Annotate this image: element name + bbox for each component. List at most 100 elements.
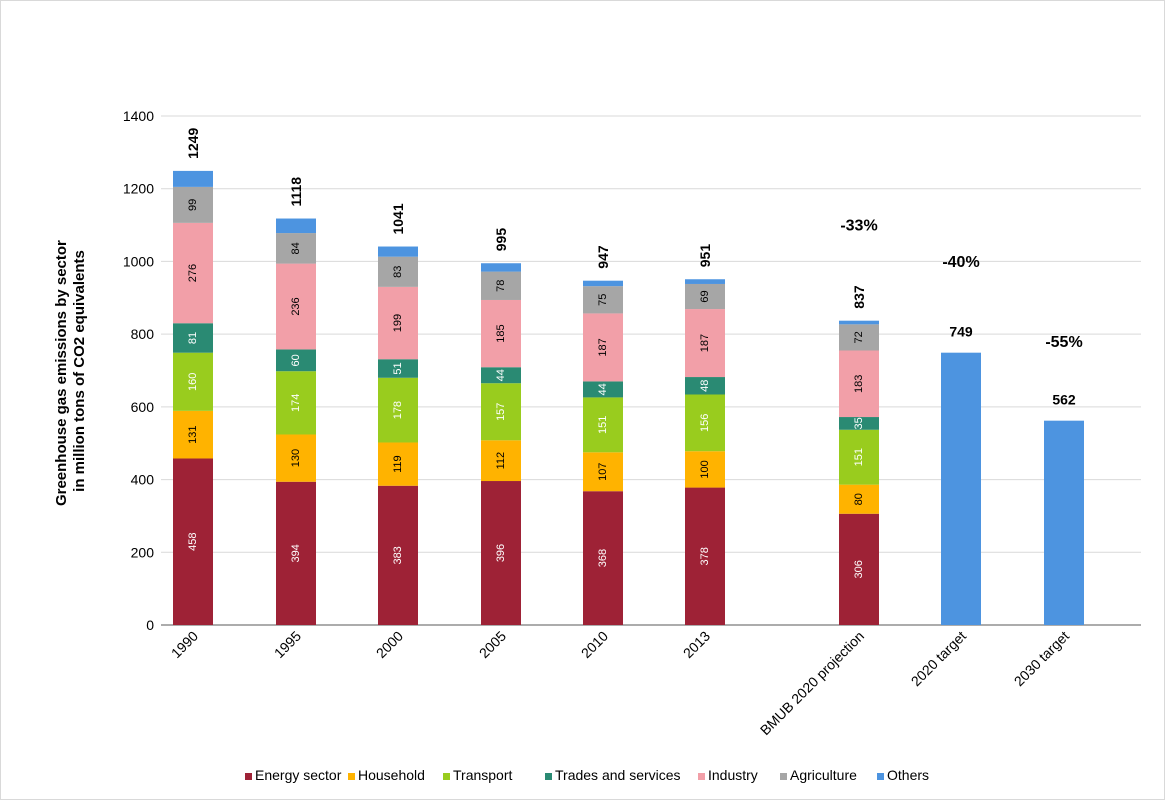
bar-segment [839,324,879,351]
total-label: 1041 [390,203,406,234]
data-label: 44 [597,383,609,395]
legend-swatch [877,773,884,780]
legend-swatch [698,773,705,780]
data-label: 157 [495,403,507,421]
bar-segment [583,280,623,287]
bar-segment [378,246,418,257]
y-axis-label-line-2: in million tons of CO2 equivalents [71,250,88,492]
y-tick-label: 200 [131,544,155,560]
data-label: 396 [495,544,507,562]
x-tick-label: 2020 target [908,628,969,689]
total-label: 1118 [288,177,304,207]
y-axis-ticks: 0 200 400 600 800 1000 1200 1400 [123,108,154,633]
bar-segment [173,186,213,223]
data-label: 368 [597,549,609,567]
data-label: 306 [853,560,865,578]
legend-label: Agriculture [790,767,857,783]
data-label: 236 [290,297,302,315]
percent-annotation: -55% [1045,334,1082,351]
data-label: 156 [699,414,711,432]
bar-segment [276,349,316,372]
y-axis-label-line-1: Greenhouse gas emissions by sector [53,240,70,506]
bar-segment [481,271,521,300]
bar-segment [378,286,418,360]
data-label: 81 [187,332,199,344]
data-label: 130 [290,449,302,467]
legend-label: Household [358,767,425,783]
data-label: 35 [853,417,865,429]
data-label: 72 [853,331,865,343]
x-axis-ticks: 1990 1995 2000 2005 2010 2013 BMUB 2020 projec… [168,628,1072,739]
legend-label: Trades and services [555,767,681,783]
bar-segment [583,452,623,492]
data-label: 187 [597,338,609,356]
data-label: 83 [392,266,404,278]
legend: Energy sector Household Transport Trades an… [245,767,929,783]
bar-segment [276,434,316,482]
bar-segment [685,283,725,310]
data-label: 151 [597,416,609,434]
gridlines [161,115,1141,626]
legend-swatch [780,773,787,780]
total-label: 837 [851,285,867,309]
data-label: 107 [597,463,609,481]
data-label: 178 [392,401,404,419]
data-label: 119 [392,455,404,473]
x-tick-label: 2000 [373,628,406,661]
y-tick-label: 0 [146,617,154,633]
bar-segment [583,397,623,453]
data-label: 75 [597,294,609,306]
bar-segment [839,320,879,325]
bar-segment [276,233,316,264]
legend-label: Energy sector [255,767,342,783]
total-label: 947 [595,245,611,269]
bar-segment [481,299,521,368]
legend-swatch [245,773,252,780]
total-label: 995 [493,228,509,252]
data-label: 378 [699,547,711,565]
bar-segment [378,359,418,378]
bar-segment [378,485,418,625]
bar-segment [173,170,213,187]
bar-segment [685,279,725,284]
legend-label: Others [887,767,929,783]
x-tick-label: 2013 [680,628,713,661]
data-label: 44 [495,369,507,381]
y-tick-label: 400 [131,472,155,488]
x-tick-label: 1990 [168,628,201,661]
bar-segment [173,222,213,324]
bar-segment [481,383,521,441]
percent-annotation: -40% [942,254,979,271]
bar-segment [378,256,418,287]
bar-segment [839,513,879,625]
bar-segment [839,429,879,485]
legend-swatch [348,773,355,780]
bar-segment [685,309,725,378]
y-tick-label: 1400 [123,108,154,124]
bar-segment [941,352,981,625]
data-label: 100 [699,460,711,478]
x-tick-label: 2030 target [1011,628,1072,689]
bar-segment [481,367,521,384]
data-label: 183 [853,375,865,393]
data-label: 383 [392,546,404,564]
data-label: 394 [290,544,302,562]
bar-segment [481,481,521,625]
data-label: 78 [495,280,507,292]
data-label: 131 [187,425,199,443]
data-label: 84 [290,242,302,254]
bar-segment [839,484,879,514]
data-label: 187 [699,334,711,352]
data-label: 458 [187,533,199,551]
data-label: 151 [853,448,865,466]
total-label: 1249 [185,128,201,159]
bar-segment [378,442,418,486]
data-label: 48 [699,380,711,392]
legend-swatch [545,773,552,780]
x-tick-label: 2005 [476,628,509,661]
data-label: 185 [495,324,507,342]
annotations: 1249 1118 1041 995 947 951 837 749 562 -33% -40% -5… [185,128,1083,408]
bar-segment [173,458,213,625]
